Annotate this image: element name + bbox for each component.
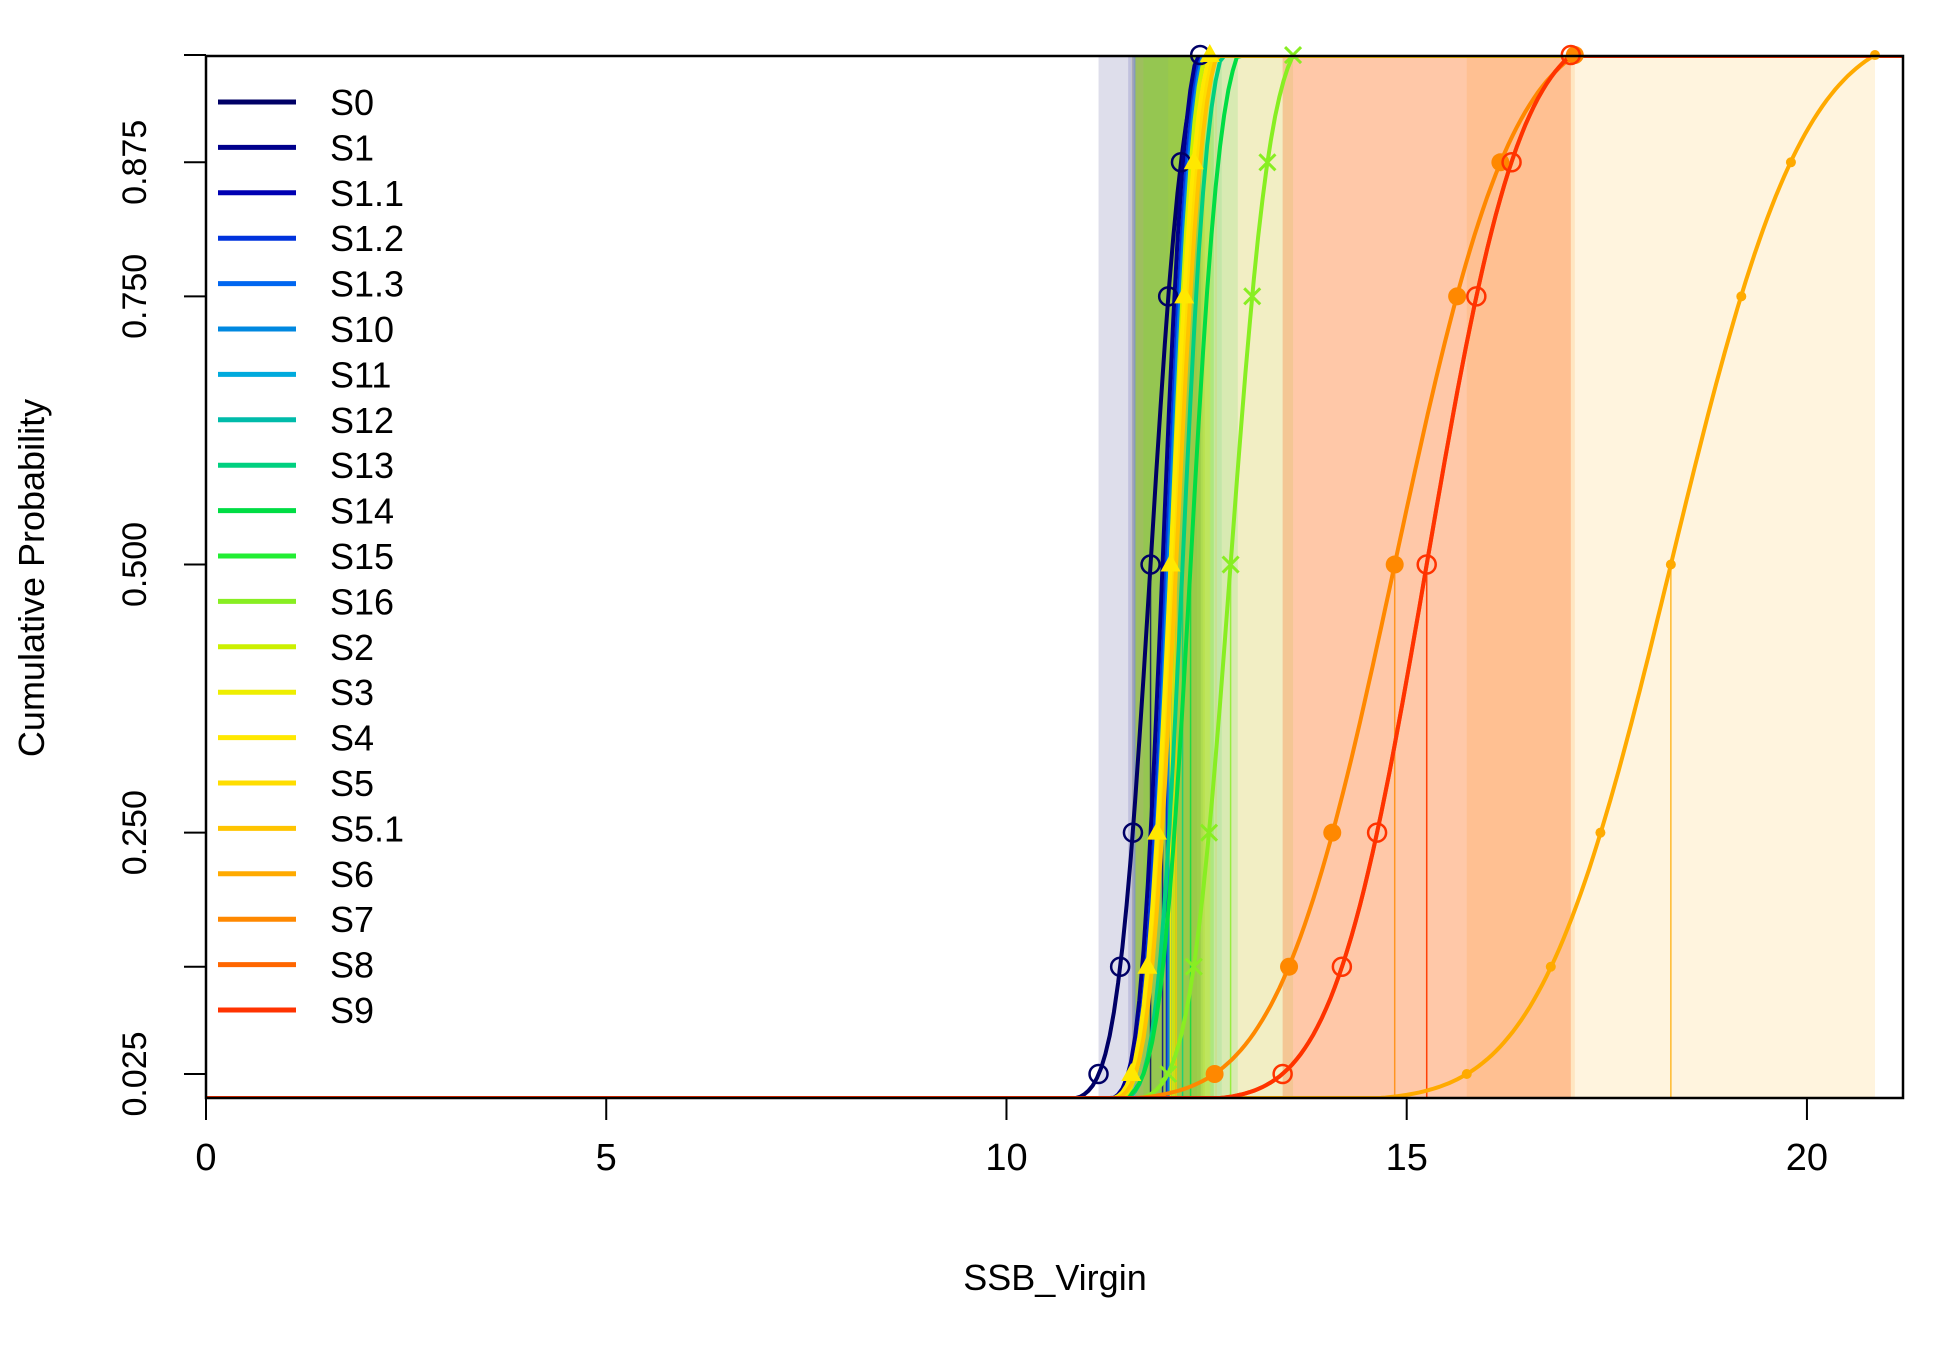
marker-S6-1 bbox=[1545, 961, 1556, 972]
cdf-markers-layer bbox=[1088, 44, 1880, 1085]
marker-S6-5 bbox=[1785, 157, 1796, 168]
cdf-curves-layer bbox=[206, 56, 1903, 1098]
legend-label-S9: S9 bbox=[330, 990, 374, 1031]
x-tick-label-0: 0 bbox=[195, 1137, 216, 1179]
legend-label-S8: S8 bbox=[330, 945, 374, 986]
legend-label-S15: S15 bbox=[330, 536, 394, 577]
marker-S4-1 bbox=[1137, 955, 1158, 974]
x-axis-title: SSB_Virgin bbox=[963, 1257, 1146, 1298]
legend-label-S4: S4 bbox=[330, 718, 374, 759]
marker-S9-2 bbox=[1366, 822, 1388, 843]
legend-label-S0: S0 bbox=[330, 82, 374, 123]
x-tick-label-10: 10 bbox=[985, 1137, 1027, 1179]
marker-S16-3 bbox=[1221, 555, 1240, 574]
legend-label-S10: S10 bbox=[330, 309, 394, 350]
marker-S9-4 bbox=[1466, 286, 1487, 307]
legend-label-S7: S7 bbox=[330, 899, 374, 940]
marker-S0-1 bbox=[1109, 956, 1131, 977]
marker-S7-4 bbox=[1448, 287, 1467, 306]
legend-label-S1: S1 bbox=[330, 127, 374, 168]
marker-S0-0 bbox=[1088, 1063, 1109, 1085]
marker-S9-0 bbox=[1272, 1063, 1293, 1085]
marker-S7-0 bbox=[1205, 1065, 1224, 1083]
marker-S6-3 bbox=[1665, 559, 1676, 570]
x-axis: 0 5 10 15 20 bbox=[195, 1097, 1828, 1179]
legend-label-S12: S12 bbox=[330, 400, 394, 441]
cdf-curve-S6 bbox=[206, 56, 1903, 1098]
marker-S4-6 bbox=[1199, 44, 1220, 63]
legend-label-S1.2: S1.2 bbox=[330, 218, 404, 259]
marker-S9-3 bbox=[1416, 554, 1437, 575]
legend-label-S1.1: S1.1 bbox=[330, 173, 404, 214]
y-tick-label-0.025: 0.025 bbox=[116, 1031, 154, 1116]
marker-S4-5 bbox=[1183, 151, 1204, 170]
legend-label-S1.3: S1.3 bbox=[330, 264, 404, 305]
legend-label-S2: S2 bbox=[330, 627, 374, 668]
marker-S16-5 bbox=[1258, 153, 1277, 172]
y-tick-label-0.5: 0.500 bbox=[116, 522, 154, 607]
marker-S16-4 bbox=[1243, 287, 1262, 306]
x-tick-label-15: 15 bbox=[1386, 1137, 1428, 1179]
marker-S7-1 bbox=[1280, 957, 1299, 976]
marker-S16-0 bbox=[1159, 1064, 1178, 1084]
legend-label-S3: S3 bbox=[330, 672, 374, 713]
legend-label-S11: S11 bbox=[330, 354, 391, 395]
marker-S7-2 bbox=[1323, 823, 1342, 842]
x-tick-label-5: 5 bbox=[596, 1137, 617, 1179]
marker-S6-2 bbox=[1595, 827, 1606, 838]
legend-label-S16: S16 bbox=[330, 581, 394, 622]
marker-S9-1 bbox=[1331, 956, 1353, 977]
y-tick-label-0.25: 0.250 bbox=[116, 790, 154, 875]
marker-S4-2 bbox=[1146, 821, 1167, 840]
legend-label-S6: S6 bbox=[330, 854, 374, 895]
marker-S7-3 bbox=[1385, 555, 1404, 574]
marker-S0-3 bbox=[1140, 554, 1161, 575]
marker-S0-2 bbox=[1122, 822, 1144, 843]
marker-S4-4 bbox=[1174, 285, 1195, 304]
marker-S16-1 bbox=[1184, 957, 1203, 976]
marker-S0-4 bbox=[1157, 286, 1179, 307]
marker-S6-4 bbox=[1736, 291, 1747, 302]
legend-label-S5.1: S5.1 bbox=[330, 808, 404, 849]
x-tick-label-20: 20 bbox=[1786, 1137, 1828, 1179]
y-axis-title: Cumulative Probability bbox=[11, 399, 52, 757]
marker-S4-0 bbox=[1121, 1063, 1142, 1081]
marker-S16-2 bbox=[1199, 823, 1219, 842]
marker-S4-3 bbox=[1160, 553, 1181, 572]
y-tick-label-0.75: 0.750 bbox=[116, 254, 154, 339]
legend-label-S13: S13 bbox=[330, 445, 394, 486]
legend-label-S14: S14 bbox=[330, 491, 394, 532]
y-axis: 0.025 0.250 0.500 0.750 0.875 bbox=[116, 54, 207, 1117]
legend: S0S1S1.1S1.2S1.3S10S11S12S13S14S15S16S2S… bbox=[218, 82, 404, 1031]
marker-S9-5 bbox=[1501, 152, 1522, 173]
marker-S6-0 bbox=[1461, 1069, 1472, 1079]
y-tick-label-0.875: 0.875 bbox=[116, 120, 154, 205]
legend-label-S5: S5 bbox=[330, 763, 374, 804]
